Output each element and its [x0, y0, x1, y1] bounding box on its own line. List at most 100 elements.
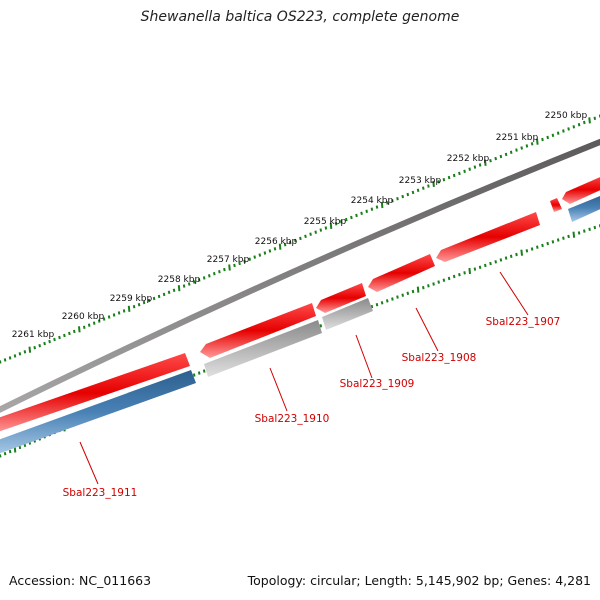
minor-tick — [43, 341, 46, 346]
minor-tick — [218, 270, 221, 274]
minor-tick — [107, 315, 111, 319]
reverse-cds-feature-sbal223-1911[interactable] — [0, 370, 196, 455]
minor-tick — [294, 238, 297, 243]
minor-tick — [197, 278, 201, 282]
minor-tick — [437, 180, 440, 184]
minor-tick — [458, 171, 461, 176]
cds-feature-sbal223-1911[interactable] — [0, 353, 190, 433]
minor-tick — [567, 234, 570, 239]
minor-tick — [546, 135, 549, 140]
minor-tick — [504, 152, 508, 157]
tick-label: 2253 kbp — [399, 176, 442, 186]
minor-tick — [202, 276, 206, 280]
accession-text: Accession: NC_011663 — [9, 573, 152, 588]
minor-tick — [68, 331, 71, 336]
minor-tick — [577, 123, 581, 127]
minor-tick — [385, 299, 389, 303]
minor-tick — [23, 350, 27, 354]
tick-label: 2252 kbp — [447, 154, 490, 164]
minor-tick — [350, 215, 353, 220]
minor-tick — [3, 358, 7, 362]
forward-strand-features — [0, 175, 600, 433]
minor-tick — [97, 319, 101, 323]
minor-tick — [427, 184, 430, 188]
minor-tick — [427, 284, 430, 288]
pseudo-feature-sbal223-1910[interactable] — [204, 320, 322, 377]
minor-tick — [167, 290, 171, 294]
minor-tick — [334, 222, 338, 226]
minor-tick — [396, 197, 399, 201]
minor-tick — [339, 220, 343, 224]
genome-backbone — [0, 138, 600, 413]
reverse-cds-feature-edge[interactable] — [568, 194, 600, 222]
minor-tick — [53, 337, 56, 342]
minor-tick — [437, 280, 440, 284]
minor-tick — [541, 243, 544, 248]
minor-tick — [572, 125, 576, 129]
minor-tick — [551, 240, 555, 244]
minor-tick — [593, 116, 597, 120]
cds-feature-edge[interactable] — [562, 175, 600, 204]
tick-label: 2251 kbp — [496, 133, 539, 143]
gene-leader-lines — [79, 271, 529, 485]
minor-tick — [391, 297, 394, 301]
minor-tick — [172, 288, 176, 292]
major-tick — [520, 249, 523, 256]
minor-tick — [283, 243, 287, 247]
minor-tick — [525, 144, 529, 148]
minor-tick — [375, 303, 379, 307]
cds-feature-sbal223-1910[interactable] — [200, 303, 316, 358]
cds-feature-sbal223-1907[interactable] — [436, 212, 540, 262]
minor-tick — [18, 445, 22, 450]
tick-label: 2255 kbp — [304, 217, 347, 227]
cds-feature-sbal223-1908[interactable] — [368, 254, 435, 292]
minor-tick — [583, 229, 586, 233]
minor-tick — [324, 226, 328, 230]
gene-label-sbal223-1910[interactable]: Sbal223_1910 — [255, 413, 330, 425]
minor-tick — [243, 259, 246, 263]
minor-tick — [401, 194, 404, 199]
cds-feature-sbal223-1909[interactable] — [316, 283, 366, 313]
minor-tick — [213, 272, 216, 276]
minor-tick — [223, 267, 226, 272]
gene-label-sbal223-1909[interactable]: Sbal223_1909 — [340, 378, 415, 390]
minor-tick — [473, 267, 477, 271]
minor-tick — [0, 360, 2, 364]
major-tick — [484, 159, 487, 166]
major-tick — [127, 305, 131, 312]
minor-tick — [562, 129, 565, 133]
minor-tick — [515, 148, 518, 152]
minor-tick — [117, 311, 121, 315]
minor-tick — [577, 231, 581, 235]
gene-label-sbal223-1907[interactable]: Sbal223_1907 — [486, 316, 561, 328]
minor-tick — [422, 186, 425, 190]
minor-tick — [442, 278, 446, 282]
minor-tick — [583, 120, 586, 125]
minor-tick — [314, 230, 317, 234]
minor-tick — [556, 131, 560, 135]
major-tick — [432, 180, 435, 187]
minor-tick — [411, 289, 415, 294]
minor-tick — [299, 236, 302, 241]
minor-tick — [525, 249, 529, 253]
minor-tick — [208, 274, 211, 278]
pseudo-feature-sbal223-1909[interactable] — [322, 298, 373, 330]
minor-tick — [593, 225, 597, 230]
minor-tick — [556, 238, 560, 242]
minor-tick — [588, 227, 591, 231]
cds-feature-small[interactable] — [550, 198, 562, 212]
minor-tick — [494, 260, 497, 264]
minor-tick — [83, 325, 86, 329]
major-tick — [572, 231, 576, 238]
minor-tick — [147, 298, 151, 303]
minor-tick — [530, 247, 534, 251]
tick-label: 2257 kbp — [207, 255, 250, 265]
minor-tick — [73, 329, 76, 334]
gene-label-sbal223-1911[interactable]: Sbal223_1911 — [63, 487, 138, 499]
minor-tick — [499, 258, 503, 262]
minor-tick — [432, 282, 435, 286]
minor-tick — [504, 256, 508, 260]
minor-tick — [187, 282, 191, 286]
gene-label-sbal223-1908[interactable]: Sbal223_1908 — [402, 352, 477, 364]
reverse-strand-features — [0, 194, 600, 455]
